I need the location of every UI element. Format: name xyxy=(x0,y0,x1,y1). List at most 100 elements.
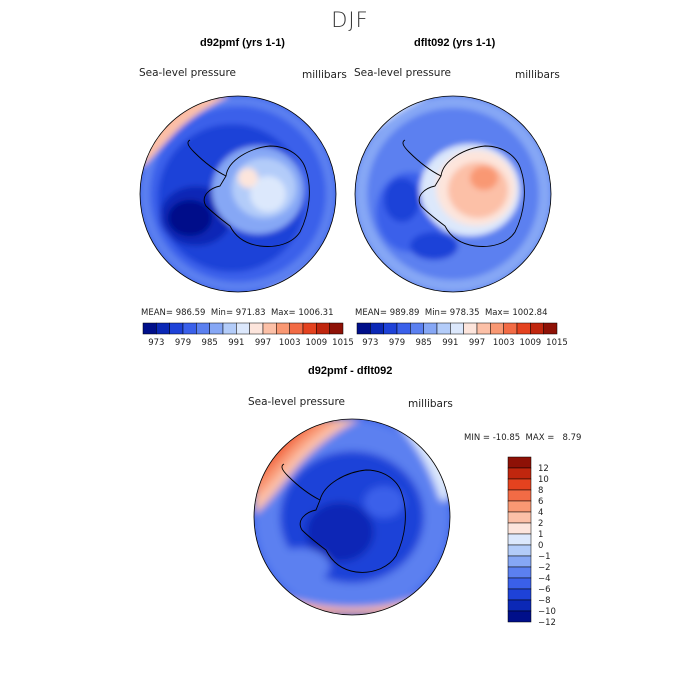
colorbar-1-box xyxy=(222,322,237,335)
colorbar-3-tick-label: 6 xyxy=(538,497,543,507)
colorbar-1-box xyxy=(316,322,330,335)
colorbar-2-box xyxy=(490,322,504,335)
map-3-neg-c xyxy=(364,486,404,518)
colorbar-1: 973 979 985 991 997 1003 1009 1015 xyxy=(142,322,354,348)
colorbar-1-tick-label: 1015 xyxy=(332,338,354,348)
colorbar-3-box xyxy=(507,588,532,601)
colorbar-2-box xyxy=(450,322,464,335)
colorbar-1-tick-label: 1009 xyxy=(306,338,328,348)
map-2-peninsula-outline xyxy=(402,139,442,177)
panel-2-min-value: 978.35 xyxy=(449,308,480,318)
panel-1-mean-label: MEAN= xyxy=(141,308,173,318)
map-1-border xyxy=(139,95,337,293)
panel-3-title: d92pmf - dflt092 xyxy=(308,365,393,377)
colorbar-2-box xyxy=(410,322,424,335)
panel-1-title: d92pmf (yrs 1-1) xyxy=(200,37,285,49)
panel-3-units-label: millibars xyxy=(408,398,453,410)
colorbar-2-box xyxy=(356,322,371,335)
colorbar-1-tick-label: 979 xyxy=(175,338,191,348)
colorbar-1-tick-label: 991 xyxy=(228,338,244,348)
panel-1-max-value: 1006.31 xyxy=(298,308,334,318)
map-2 xyxy=(354,95,552,293)
colorbar-3-box xyxy=(507,533,532,546)
colorbar-3-box xyxy=(507,500,532,513)
panel-2-stats: MEAN= 989.89 Min= 978.35 Max= 1002.84 xyxy=(355,308,548,318)
panel-3-stats: MIN = -10.85 MAX = 8.79 xyxy=(464,433,581,443)
colorbar-3-tick-label: −10 xyxy=(538,607,556,617)
colorbar-1-box xyxy=(196,322,210,335)
map-1-plateau-c xyxy=(250,176,286,212)
colorbar-3-tick-label: 1 xyxy=(538,530,543,540)
panel-2-variable-label: Sea-level pressure xyxy=(354,67,452,79)
colorbar-2-box xyxy=(423,322,438,335)
colorbar-1-box xyxy=(329,322,344,335)
colorbar-2-tick-label: 997 xyxy=(469,338,485,348)
map-3-neg-d xyxy=(270,548,330,584)
panel-1-mean-value: 986.59 xyxy=(175,308,206,318)
colorbar-3-box xyxy=(507,555,532,568)
colorbar-3-box xyxy=(507,599,532,612)
panel-3-min-label: MIN = xyxy=(464,433,491,443)
colorbar-2-box xyxy=(383,322,398,335)
map-2-border xyxy=(354,95,552,293)
panel-3-variable-label: Sea-level pressure xyxy=(248,396,346,408)
colorbar-3-box xyxy=(507,511,532,524)
map-1-antarctica-outline xyxy=(203,145,310,247)
map-2-low-b xyxy=(384,178,420,222)
colorbar-3-box xyxy=(507,467,532,480)
map-3-peninsula-outline xyxy=(281,463,321,501)
colorbar-3-tick-label: 12 xyxy=(538,464,549,474)
figure-title: DJF xyxy=(331,8,369,32)
map-3-antarctica-outline xyxy=(299,469,406,573)
colorbar-2-box xyxy=(370,322,384,335)
map-1-low-b xyxy=(168,200,212,236)
colorbar-3-tick-label: 0 xyxy=(538,541,543,551)
colorbar-2: 973 979 985 991 997 1003 1009 1015 xyxy=(356,322,568,348)
colorbar-3-box xyxy=(507,478,532,491)
colorbar-1-box xyxy=(262,322,277,335)
colorbar-1-box xyxy=(302,322,317,335)
map-1 xyxy=(139,95,337,293)
panel-2-max-label: Max= xyxy=(484,308,510,318)
colorbar-2-box xyxy=(530,322,544,335)
colorbar-2-tick-label: 985 xyxy=(416,338,432,348)
colorbar-2-tick-label: 1009 xyxy=(520,338,542,348)
colorbar-3-box xyxy=(507,489,532,502)
panel-2-units-label: millibars xyxy=(515,69,560,81)
map-2-antarctica-outline xyxy=(418,145,525,247)
panel-2-max-value: 1002.84 xyxy=(512,308,548,318)
colorbar-1-tick-label: 985 xyxy=(202,338,218,348)
map-1-peninsula-outline xyxy=(187,139,227,177)
colorbar-3-tick-label: 10 xyxy=(538,475,549,485)
colorbar-3-tick-label: −2 xyxy=(538,563,551,573)
colorbar-2-box xyxy=(476,322,491,335)
colorbar-1-box xyxy=(236,322,250,335)
panel-3-max-value: 8.79 xyxy=(562,433,582,443)
map-3-neg-b xyxy=(306,502,374,562)
colorbar-3-tick-label: −1 xyxy=(538,552,551,562)
map-2-plateau-d xyxy=(470,166,498,190)
colorbar-3-tick-label: 8 xyxy=(538,486,543,496)
panel-1-min-value: 971.83 xyxy=(235,308,266,318)
colorbar-2-tick-label: 1015 xyxy=(546,338,568,348)
colorbar-1-box xyxy=(249,322,264,335)
map-3-border xyxy=(253,418,451,616)
colorbar-1-box xyxy=(289,322,304,335)
panel-1-stats: MEAN= 986.59 Min= 971.83 Max= 1006.31 xyxy=(141,308,334,318)
colorbar-3-tick-label: −12 xyxy=(538,618,556,628)
panel-1-min-label: Min= xyxy=(210,308,234,318)
map-2-low-c xyxy=(410,232,458,260)
colorbar-1-box xyxy=(142,322,157,335)
colorbar-3-tick-label: −4 xyxy=(538,574,551,584)
panel-1-max-label: Max= xyxy=(270,308,296,318)
colorbar-2-box xyxy=(396,322,411,335)
colorbar-2-tick-label: 991 xyxy=(442,338,458,348)
colorbar-2-box xyxy=(503,322,518,335)
colorbar-3-tick-label: −6 xyxy=(538,585,551,595)
map-3 xyxy=(253,418,451,616)
colorbar-2-box xyxy=(436,322,451,335)
colorbar-2-tick-label: 1003 xyxy=(493,338,515,348)
panel-1-units-label: millibars xyxy=(302,69,347,81)
